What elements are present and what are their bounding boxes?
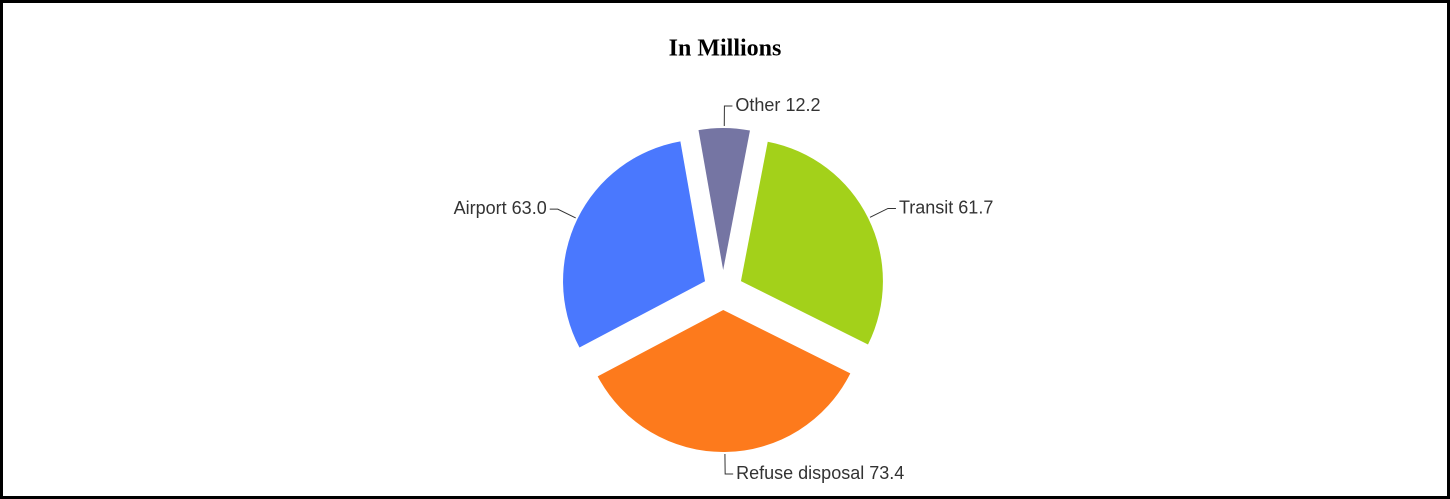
slice-name: Refuse disposal bbox=[736, 463, 864, 483]
slice-name: Airport bbox=[454, 198, 507, 218]
chart-title: In Millions bbox=[669, 36, 782, 62]
slice-value: 61.7 bbox=[958, 197, 993, 217]
pie-slice bbox=[740, 141, 883, 345]
slice-name: Other bbox=[735, 95, 780, 115]
leader-line bbox=[723, 105, 733, 127]
pie-slice bbox=[698, 128, 750, 271]
slice-value: 73.4 bbox=[869, 463, 904, 483]
pie-slice bbox=[597, 309, 851, 452]
slice-value: 63.0 bbox=[512, 198, 547, 218]
slice-label: Airport 63.0 bbox=[454, 198, 547, 218]
slice-value: 12.2 bbox=[785, 95, 820, 115]
leader-line bbox=[549, 208, 576, 219]
leader-line bbox=[869, 207, 896, 218]
slice-label: Transit 61.7 bbox=[899, 197, 993, 217]
leader-line bbox=[724, 453, 734, 475]
slice-label: Other 12.2 bbox=[735, 95, 820, 115]
slice-label: Refuse disposal 73.4 bbox=[736, 463, 904, 483]
pie-slice bbox=[563, 141, 706, 348]
slice-name: Transit bbox=[899, 197, 953, 217]
